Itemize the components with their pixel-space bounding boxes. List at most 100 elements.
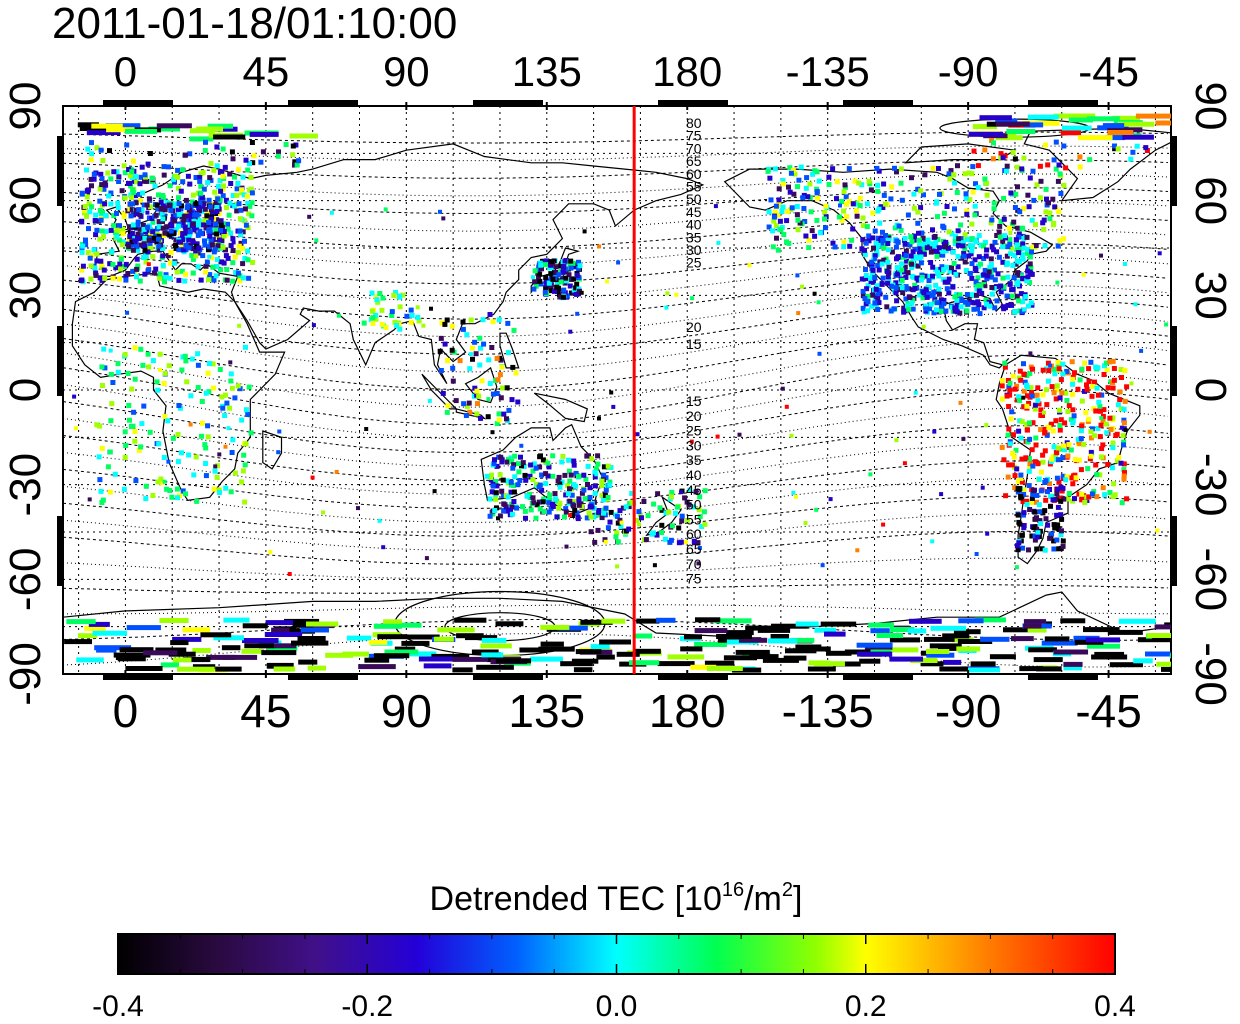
tec-cell [841,208,847,214]
tec-cell [208,160,214,166]
tec-cell [509,397,515,403]
tec-cell [1103,421,1109,427]
tec-cell [249,213,255,219]
tec-cell [454,617,487,623]
tec-cell [126,625,161,631]
frame-bar-bottom [103,675,173,680]
tec-cell [480,643,512,649]
tec-cell [1088,435,1094,441]
tec-cell [1122,134,1154,140]
tec-cell [126,167,132,172]
tec-cell [222,413,228,418]
tec-cell [110,380,116,385]
tec-cell [494,391,500,396]
tec-cell [202,238,207,244]
tec-cell [1010,636,1034,642]
tec-cell [246,211,252,217]
tec-cell [273,666,296,672]
tec-cell [519,463,524,469]
tec-cell [1060,361,1066,367]
tec-cell [101,186,107,192]
tec-cell [571,458,577,464]
tec-cell [1036,502,1042,508]
tec-cell [726,630,754,636]
tec-cell [558,288,564,294]
tec-cell [1099,253,1103,258]
tec-cell [802,219,808,224]
tec-cell [187,232,193,238]
tec-cell [879,261,885,267]
tec-cell [91,123,123,129]
tec-cell [1111,366,1117,371]
tec-cell [988,262,994,267]
tec-cell [607,519,613,525]
tec-cell [917,241,923,247]
tec-cell [979,115,1012,121]
tec-cell [1040,220,1046,226]
contour-label: 50 [686,191,702,207]
tec-cell [175,432,181,437]
tec-cell [607,479,613,485]
tec-cell [1094,651,1125,657]
tec-cell [650,530,656,536]
tec-cell [134,274,139,280]
tec-cell [1021,487,1027,493]
tec-cell [1051,366,1057,372]
tec-cell [629,490,635,496]
tec-cell [907,628,927,634]
contour-line [63,145,1168,162]
tec-cell [242,238,247,244]
tec-cell [137,278,143,284]
tec-cell [230,260,236,266]
tec-cell [1029,500,1034,505]
tec-cell [576,498,582,504]
tec-cell [770,634,790,639]
tec-cell [1034,392,1040,398]
tec-cell [127,224,132,230]
tec-cell [1030,463,1036,469]
tec-cell [131,409,137,415]
tec-cell [230,193,236,198]
tec-cell [99,277,105,283]
tec-cell [197,174,203,180]
tec-cell [1123,262,1127,266]
tec-cell [314,238,319,243]
tec-cell [207,361,212,366]
tec-cell [1033,657,1063,663]
tec-cell [172,179,177,185]
tec-cell [158,199,164,205]
tec-cell [921,289,927,295]
tec-cell [1143,145,1149,151]
tec-cell [138,174,144,180]
tec-cell [945,279,951,285]
tec-cell [868,187,874,193]
tec-cell [936,286,942,292]
tec-cell [175,223,181,229]
tec-cell [79,277,85,283]
tec-cell [592,483,598,489]
tec-cell [823,225,828,231]
tec-cell [346,635,372,641]
tec-cell [108,371,114,377]
tec-cell [1027,114,1059,120]
tec-cell [493,496,499,502]
contour-label: 60 [686,526,702,542]
tec-cell [1108,427,1114,432]
tec-cell [791,191,797,197]
tec-cell [767,638,798,644]
tec-cell [1051,157,1057,163]
tec-cell [173,242,179,248]
tec-cell [490,430,495,435]
tec-cell [991,247,997,253]
tec-cell [243,157,249,163]
tec-cell [946,290,952,296]
tec-cell [1029,390,1035,396]
tec-cell [806,237,812,243]
colorbar-ticks: -0.4 -0.2 0.0 0.2 0.4 [92,934,1136,1023]
tec-cell [481,637,507,643]
tec-cell [230,248,236,253]
tec-cell [919,230,925,236]
tec-cell [98,258,104,264]
tec-cell [1049,531,1055,537]
tec-cell [128,173,133,179]
